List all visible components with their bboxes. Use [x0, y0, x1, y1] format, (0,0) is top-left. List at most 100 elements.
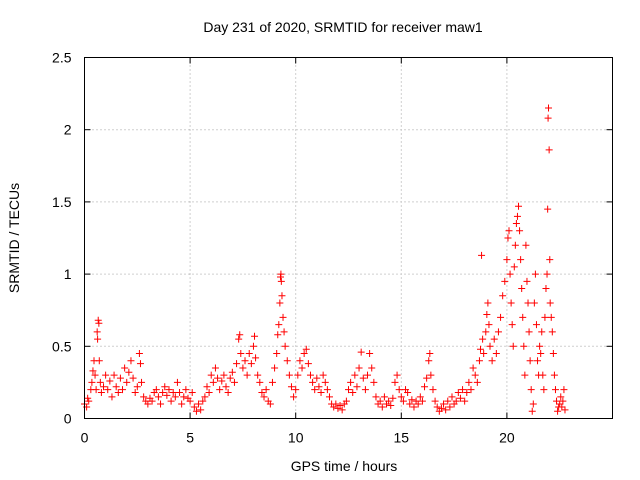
data-point [323, 386, 331, 394]
data-point [391, 378, 399, 386]
data-point [483, 311, 491, 319]
data-point [230, 378, 238, 386]
data-point [456, 394, 464, 402]
data-point [416, 393, 424, 401]
y-tick-label: 2.5 [52, 50, 72, 66]
data-point [511, 241, 519, 249]
data-point [484, 299, 492, 307]
data-point [302, 345, 310, 353]
data-point [538, 328, 546, 336]
data-point [125, 368, 133, 376]
data-point [442, 406, 450, 414]
x-axis-label: GPS time / hours [291, 458, 398, 474]
plot-frame [84, 57, 613, 419]
data-point [485, 321, 493, 329]
data-point [258, 389, 266, 397]
data-point [152, 386, 160, 394]
data-point [276, 299, 284, 307]
data-point [497, 313, 505, 321]
data-point [251, 332, 259, 340]
data-point [203, 383, 211, 391]
data-point [553, 397, 561, 405]
data-point [278, 292, 286, 300]
data-point [473, 378, 481, 386]
x-tick-label: 5 [186, 430, 194, 446]
data-point [226, 374, 234, 382]
data-point [558, 403, 566, 411]
data-point [510, 263, 518, 271]
data-point [370, 378, 378, 386]
data-point [503, 256, 511, 264]
data-point [532, 321, 540, 329]
data-points [81, 104, 569, 415]
data-point [440, 400, 448, 408]
data-point [452, 397, 460, 405]
data-point [528, 407, 536, 415]
data-point [216, 386, 224, 394]
data-point [421, 383, 429, 391]
data-point [507, 299, 515, 307]
data-point [488, 357, 496, 365]
data-point [112, 383, 120, 391]
x-tick-label: 0 [81, 430, 89, 446]
data-point [192, 407, 200, 415]
data-point [561, 406, 569, 414]
data-point [359, 374, 367, 382]
data-point [366, 350, 374, 358]
data-point [551, 386, 559, 394]
data-point [506, 270, 514, 278]
data-point [509, 342, 517, 350]
data-point [136, 360, 144, 368]
data-point [325, 393, 333, 401]
data-point [279, 313, 287, 321]
data-point [133, 383, 141, 391]
data-point [275, 321, 283, 329]
y-tick-labels: 0 0.5 1 1.5 2 2.5 [52, 50, 72, 427]
data-point [197, 406, 205, 414]
data-point [517, 256, 525, 264]
data-point [93, 328, 101, 336]
data-point [116, 374, 124, 382]
data-point [542, 285, 550, 293]
data-point [406, 400, 414, 408]
y-tick-label: 1 [64, 266, 72, 282]
data-point [515, 202, 523, 210]
data-point [459, 386, 467, 394]
data-point [123, 378, 131, 386]
data-point [97, 389, 105, 397]
y-tick-label: 2 [64, 122, 72, 138]
data-point [148, 397, 156, 405]
data-point [425, 357, 433, 365]
data-point [96, 378, 104, 386]
data-point [477, 345, 484, 353]
data-point [319, 371, 327, 379]
data-point [524, 299, 532, 307]
data-point [100, 383, 108, 391]
data-point [243, 371, 251, 379]
y-tick-label: 1.5 [52, 194, 72, 210]
data-point [338, 406, 346, 414]
data-point [95, 357, 103, 365]
data-point [268, 378, 276, 386]
data-point [454, 389, 462, 397]
data-point [252, 354, 260, 362]
data-point [220, 371, 228, 379]
data-point [550, 371, 558, 379]
data-point [241, 357, 249, 365]
data-point [102, 371, 110, 379]
data-point [475, 357, 483, 365]
data-point [397, 393, 405, 401]
data-point [429, 386, 437, 394]
data-point [285, 371, 293, 379]
data-point [88, 378, 96, 386]
data-point [463, 389, 471, 397]
data-point [546, 299, 554, 307]
data-point [478, 251, 486, 259]
data-point [190, 403, 198, 411]
data-point [313, 374, 321, 382]
data-point [256, 378, 264, 386]
x-tick-labels: 0 5 10 15 20 [81, 430, 515, 446]
data-point [274, 331, 282, 339]
data-point [92, 386, 100, 394]
